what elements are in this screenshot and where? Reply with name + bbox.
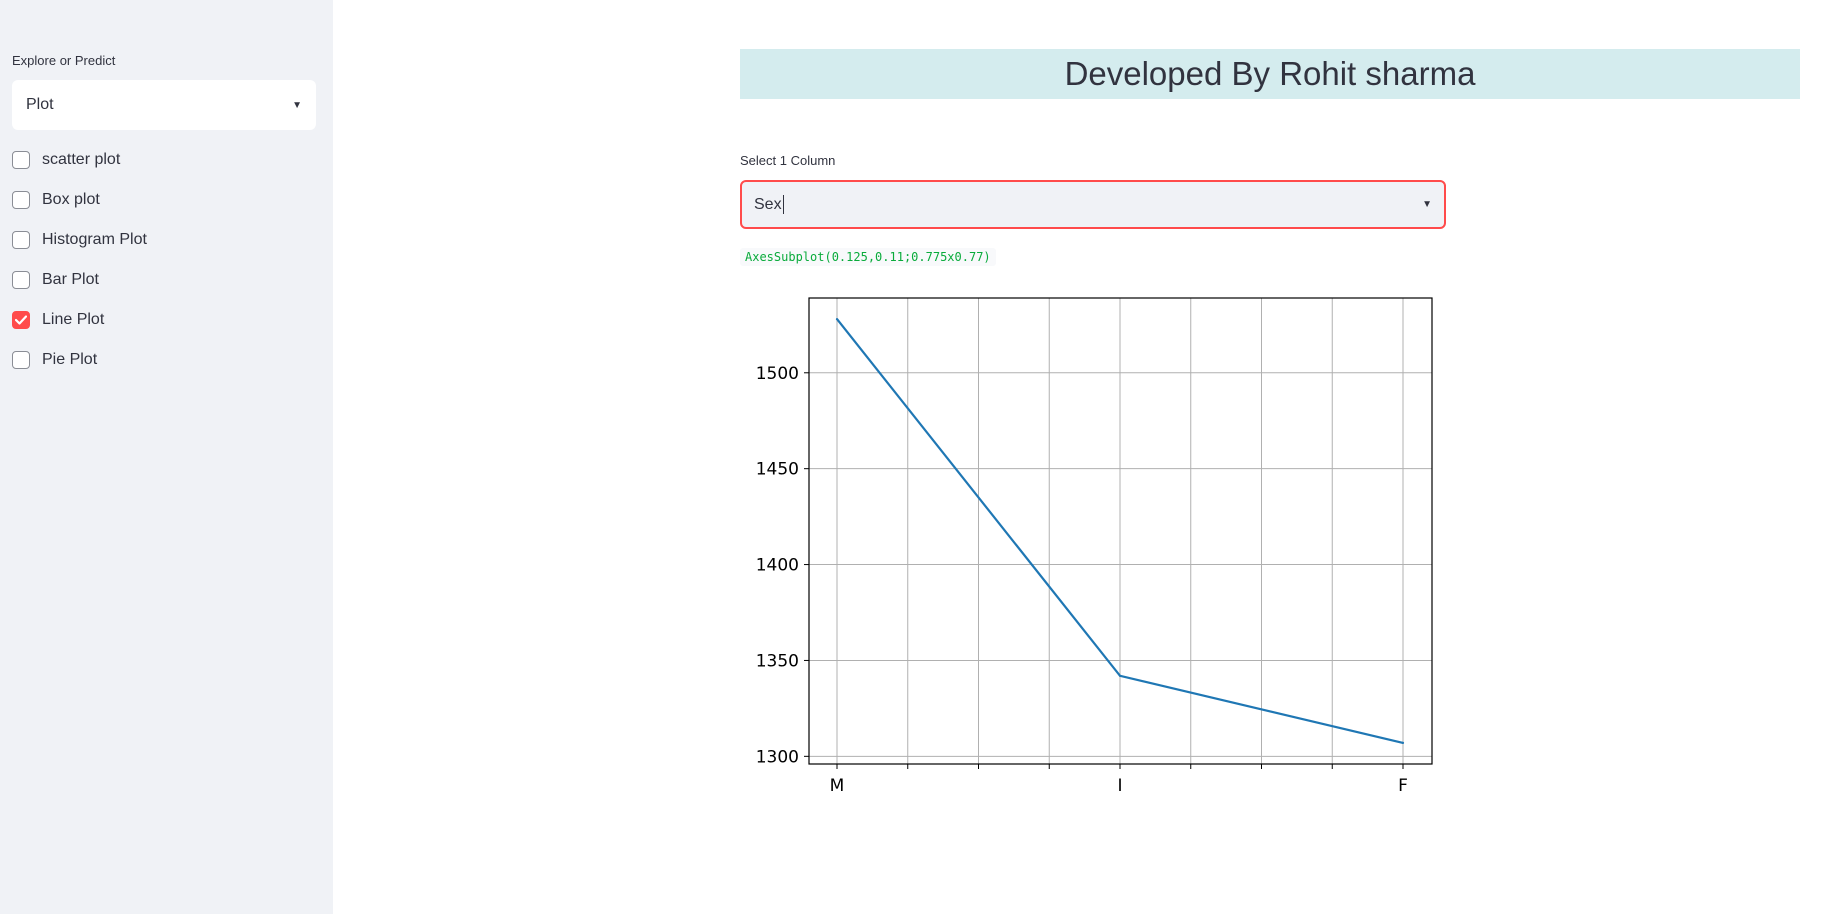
checkbox-icon[interactable] xyxy=(12,151,30,169)
checkbox-label: Histogram Plot xyxy=(42,231,147,248)
explore-or-predict-select[interactable]: Plot ▼ xyxy=(12,80,316,130)
plot-frame xyxy=(808,297,1433,765)
checkbox-label: Bar Plot xyxy=(42,271,99,288)
checkbox-label: Box plot xyxy=(42,191,100,208)
y-tick-label: 1400 xyxy=(756,556,799,576)
y-tick-label: 1350 xyxy=(756,651,799,671)
checkbox-icon[interactable] xyxy=(12,351,30,369)
y-tick-label: 1450 xyxy=(756,460,799,480)
axes-output-text: AxesSubplot(0.125,0.11;0.775x0.77) xyxy=(740,248,996,266)
page-title: Developed By Rohit sharma xyxy=(740,49,1800,99)
x-tick-label: F xyxy=(1398,776,1408,796)
checkbox-row[interactable]: Box plot xyxy=(12,188,100,212)
checkbox-label: scatter plot xyxy=(42,151,121,168)
line-chart: 1300 1350 1400 1450 1500 M I F xyxy=(756,297,1433,796)
text-cursor xyxy=(782,195,784,214)
data-point xyxy=(1118,674,1122,677)
x-tick-label: I xyxy=(1117,776,1122,796)
column-select[interactable]: Sex ▼ xyxy=(740,180,1446,229)
checkbox-row[interactable]: Line Plot xyxy=(12,308,104,332)
caret-down-icon: ▼ xyxy=(1422,199,1432,210)
data-point xyxy=(1401,741,1405,745)
checkbox-row[interactable]: Pie Plot xyxy=(12,348,97,372)
explore-or-predict-label: Explore or Predict xyxy=(12,53,116,68)
checkbox-row[interactable]: Bar Plot xyxy=(12,268,99,292)
checkbox-label: Pie Plot xyxy=(42,351,98,368)
x-tick-label: M xyxy=(830,776,845,796)
checkbox-row[interactable]: scatter plot xyxy=(12,148,120,172)
column-select-value: Sex xyxy=(754,195,782,213)
checkbox-icon[interactable] xyxy=(12,191,30,209)
y-tick-label: 1500 xyxy=(756,364,799,384)
y-tick-label: 1300 xyxy=(756,747,799,767)
sidebar: Explore or Predict Plot ▼ scatter plot Bo… xyxy=(0,0,333,914)
checkbox-icon[interactable] xyxy=(12,271,30,289)
checkbox-row[interactable]: Histogram Plot xyxy=(12,228,147,252)
checkbox-checked-icon[interactable] xyxy=(12,311,30,329)
select-column-label: Select 1 Column xyxy=(740,153,836,168)
explore-or-predict-value: Plot xyxy=(26,96,54,113)
data-point xyxy=(835,317,839,321)
caret-down-icon: ▼ xyxy=(292,99,302,111)
checkbox-label: Line Plot xyxy=(42,311,105,328)
checkbox-icon[interactable] xyxy=(12,231,30,249)
